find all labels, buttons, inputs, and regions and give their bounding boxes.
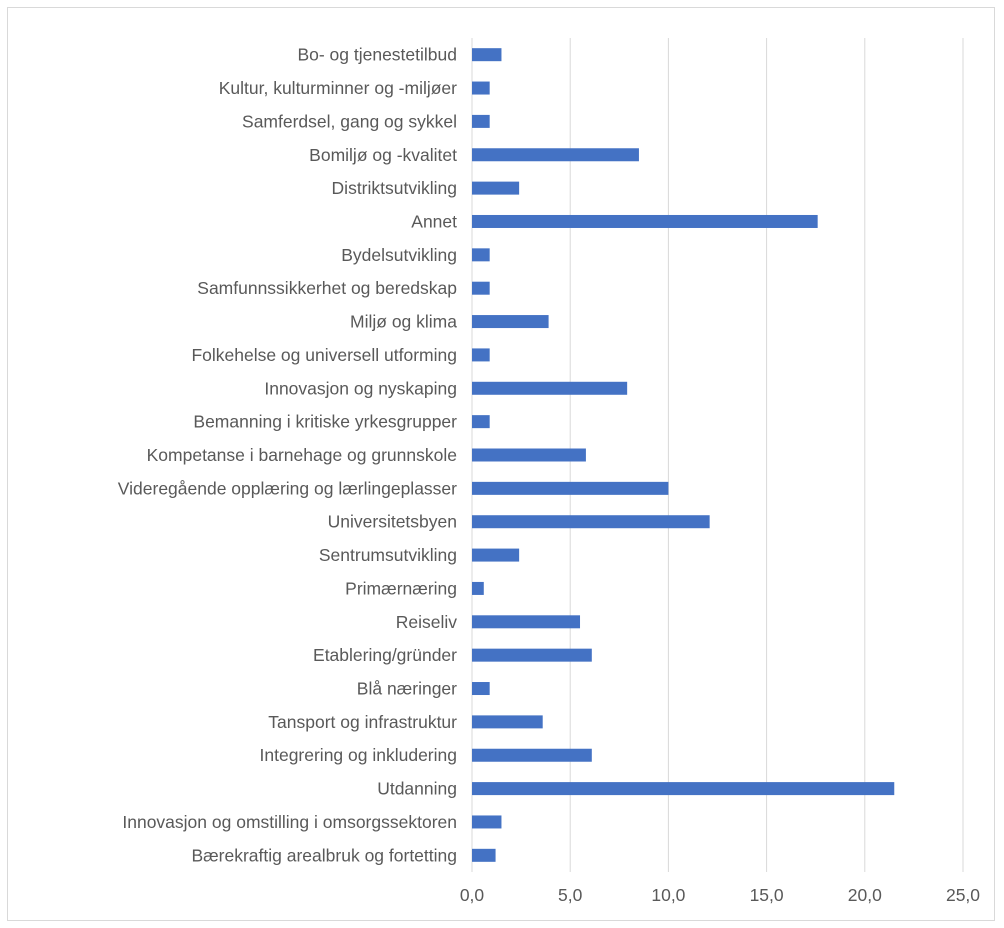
bar [472, 715, 543, 729]
bar [472, 148, 639, 162]
category-label: Blå næringer [357, 679, 457, 699]
gridlines [471, 38, 964, 872]
category-label: Bærekraftig arealbruk og fortetting [191, 845, 457, 865]
bar [472, 415, 490, 429]
bar [472, 615, 581, 629]
bars [472, 48, 895, 862]
bar [472, 48, 502, 62]
category-label: Innovasjon og nyskaping [264, 378, 457, 398]
bar [472, 515, 710, 529]
bar [472, 481, 669, 495]
category-label: Kultur, kulturminner og -miljøer [219, 78, 457, 98]
category-label: Primærnæring [345, 578, 457, 598]
category-label: Utdanning [377, 779, 457, 799]
x-tick-label: 25,0 [946, 885, 980, 905]
category-label: Videregående opplæring og lærlingeplasse… [118, 478, 457, 498]
bar [472, 548, 520, 562]
bar [472, 448, 586, 462]
category-label: Reiseliv [396, 612, 458, 632]
category-label: Integrering og inkludering [260, 745, 458, 765]
x-tick-label: 5,0 [558, 885, 583, 905]
x-tick-label: 0,0 [460, 885, 485, 905]
category-label: Tansport og infrastruktur [268, 712, 457, 732]
category-label: Bemanning i kritiske yrkesgrupper [193, 412, 457, 432]
category-label: Folkehelse og universell utforming [191, 345, 457, 365]
category-label: Samfunnssikkerhet og beredskap [197, 278, 457, 298]
x-tick-label: 10,0 [651, 885, 685, 905]
category-labels: Bo- og tjenestetilbud Kultur, kulturminne… [118, 45, 457, 866]
category-label: Innovasjon og omstilling i omsorgssektor… [122, 812, 457, 832]
bar [472, 648, 592, 662]
bar [472, 281, 490, 295]
bar [472, 682, 490, 696]
bar [472, 748, 592, 762]
bar [472, 848, 496, 862]
category-label: Universitetsbyen [328, 512, 457, 532]
category-label: Distriktsutvikling [332, 178, 457, 198]
chart-frame: Bo- og tjenestetilbud Kultur, kulturminne… [7, 7, 995, 921]
bar [472, 348, 490, 362]
category-label: Bydelsutvikling [341, 245, 457, 265]
category-label: Etablering/gründer [313, 645, 457, 665]
category-label: Bo- og tjenestetilbud [297, 45, 457, 65]
bar [472, 214, 818, 228]
bar [472, 581, 484, 595]
category-label: Miljø og klima [350, 312, 457, 332]
bar [472, 815, 502, 829]
bar-chart: Bo- og tjenestetilbud Kultur, kulturminne… [118, 38, 980, 905]
category-label: Annet [411, 211, 457, 231]
bar [472, 114, 490, 128]
bar [472, 381, 628, 395]
bar [472, 782, 895, 796]
x-tick-labels: 0,0 5,0 10,0 15,0 20,0 25,0 [460, 885, 980, 905]
x-tick-label: 20,0 [848, 885, 882, 905]
category-label: Samferdsel, gang og sykkel [242, 111, 457, 131]
bar [472, 315, 549, 329]
bar [472, 81, 490, 95]
category-label: Bomiljø og -kvalitet [309, 145, 457, 165]
bar [472, 181, 520, 195]
x-tick-label: 15,0 [750, 885, 784, 905]
bar [472, 248, 490, 262]
category-label: Sentrumsutvikling [319, 545, 457, 565]
category-label: Kompetanse i barnehage og grunnskole [147, 445, 457, 465]
